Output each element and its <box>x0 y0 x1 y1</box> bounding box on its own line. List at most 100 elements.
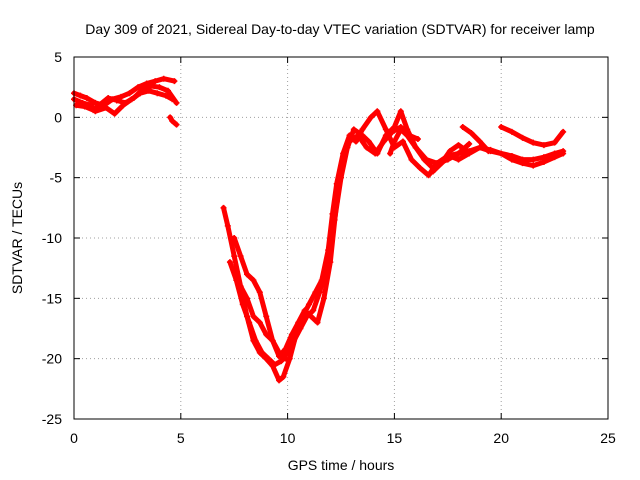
data-point <box>397 108 404 115</box>
data-point <box>389 128 396 135</box>
data-point <box>160 75 167 82</box>
data-point <box>154 90 161 97</box>
data-point <box>417 165 424 172</box>
data-point <box>256 289 263 296</box>
data-point <box>530 156 537 163</box>
data-point <box>244 271 251 278</box>
data-point <box>408 156 415 163</box>
series-track-j <box>459 123 492 155</box>
data-point <box>382 126 389 133</box>
data-point <box>346 138 353 145</box>
data-point <box>291 337 298 344</box>
data-point <box>333 198 340 205</box>
data-point <box>135 84 142 91</box>
data-point <box>77 92 84 99</box>
data-point <box>305 301 312 308</box>
data-point <box>252 337 259 344</box>
data-point <box>391 138 398 145</box>
data-point <box>139 86 146 93</box>
data-point <box>540 142 547 149</box>
data-point <box>498 150 505 157</box>
data-point <box>130 95 137 102</box>
x-tick-label: 5 <box>177 430 185 446</box>
x-tick-label: 25 <box>600 430 616 446</box>
data-point <box>367 114 374 121</box>
data-point <box>363 144 370 151</box>
data-point <box>250 313 257 320</box>
data-point <box>244 295 251 302</box>
data-point <box>265 355 272 362</box>
data-point <box>340 156 347 163</box>
data-point <box>113 97 120 104</box>
data-point <box>551 139 558 146</box>
series-line <box>227 108 566 368</box>
data-point <box>455 156 462 163</box>
series-layer <box>71 75 567 384</box>
data-point <box>126 90 133 97</box>
series-line <box>238 283 288 362</box>
data-point <box>220 204 227 211</box>
series-track-g <box>231 123 421 360</box>
data-point <box>404 132 411 139</box>
x-axis-label: GPS time / hours <box>288 457 395 473</box>
data-point <box>464 148 471 155</box>
chart-title: Day 309 of 2021, Sidereal Day-to-day VTE… <box>85 21 595 37</box>
data-point <box>508 128 515 135</box>
data-point <box>310 307 317 314</box>
series-track-a <box>71 75 178 109</box>
data-point <box>498 123 505 130</box>
data-point <box>103 104 110 111</box>
data-point <box>551 154 558 161</box>
data-point <box>231 235 238 241</box>
x-tick-label: 15 <box>387 430 403 446</box>
data-point <box>282 355 289 362</box>
data-point <box>519 160 526 167</box>
data-point <box>92 99 99 106</box>
data-point <box>372 150 379 157</box>
grid-layer <box>74 57 608 419</box>
data-point <box>374 108 381 115</box>
data-point <box>282 346 289 353</box>
data-point <box>365 138 372 145</box>
data-point <box>147 82 154 89</box>
y-tick-label: -20 <box>42 351 62 367</box>
data-point <box>350 126 357 133</box>
data-point <box>429 168 436 175</box>
series-track-h <box>237 283 289 362</box>
data-point <box>276 349 283 356</box>
data-point <box>438 160 445 167</box>
data-point <box>476 138 483 145</box>
data-point <box>530 162 537 169</box>
x-tick-label: 20 <box>493 430 509 446</box>
series-track-k <box>498 123 567 149</box>
data-point <box>271 361 278 368</box>
tick-layer: 0 5 10 15 20 25 5 0 -5 -10 -15 -20 -25 <box>42 49 616 446</box>
data-point <box>263 313 270 320</box>
data-point <box>111 110 118 117</box>
data-point <box>301 307 308 314</box>
data-point <box>560 128 567 135</box>
data-point <box>455 150 462 157</box>
data-point <box>380 138 387 145</box>
data-point <box>173 99 180 106</box>
data-point <box>258 349 265 356</box>
data-point <box>122 99 129 106</box>
data-point <box>485 148 492 155</box>
series-track-i <box>387 126 473 167</box>
series-line <box>460 124 491 154</box>
data-point <box>455 142 462 149</box>
y-tick-label: -5 <box>50 170 63 186</box>
data-point <box>459 123 466 130</box>
data-point <box>117 93 124 100</box>
data-point <box>105 95 112 102</box>
data-point <box>162 92 169 99</box>
data-point <box>399 138 406 145</box>
data-point <box>276 377 283 384</box>
data-point <box>308 313 315 320</box>
data-point <box>359 126 366 133</box>
data-point <box>237 253 244 260</box>
data-point <box>387 150 394 157</box>
data-point <box>81 103 88 110</box>
